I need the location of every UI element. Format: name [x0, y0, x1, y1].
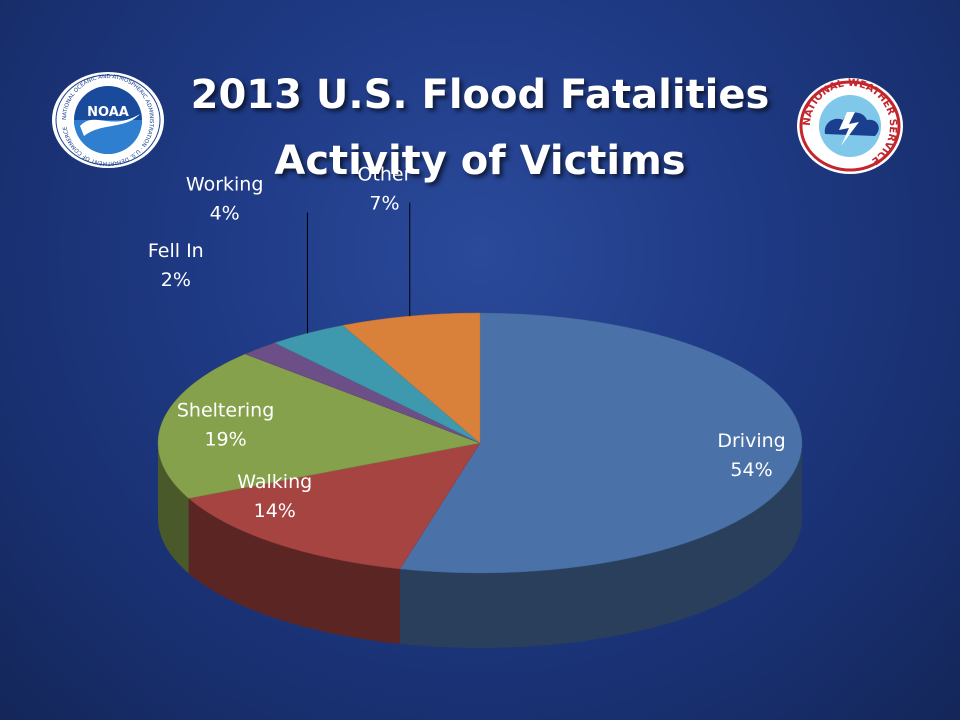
- slice-value-driving: 54%: [730, 459, 772, 481]
- slice-value-working: 4%: [210, 203, 240, 225]
- slice-value-other: 7%: [369, 192, 399, 214]
- slice-label-walking: Walking: [237, 471, 312, 493]
- slice-value-walking: 14%: [254, 500, 296, 522]
- slice-value-fell-in: 2%: [161, 269, 191, 291]
- pie-side-driving: [399, 443, 802, 649]
- slice-label-sheltering: Sheltering: [177, 400, 274, 422]
- pie-slice-driving: [399, 312, 803, 574]
- noaa-logo: NOAA NATIONAL OCEANIC AND ATMOSPHERIC AD…: [52, 72, 164, 168]
- chart-title: 2013 U.S. Flood Fatalities: [190, 72, 770, 118]
- pie-side-sheltering: [158, 443, 189, 574]
- pie-slice-sheltering: [157, 353, 481, 499]
- pie-slice-walking: [188, 442, 481, 570]
- pie-side-walking: [188, 498, 400, 644]
- slice-label-driving: Driving: [717, 430, 785, 452]
- slice-label-fell-in: Fell In: [148, 240, 204, 262]
- slice-label-working: Working: [186, 174, 264, 196]
- chart-subtitle: Activity of Victims: [274, 138, 686, 184]
- svg-text:NOAA: NOAA: [87, 105, 129, 120]
- slice-value-sheltering: 19%: [204, 429, 246, 451]
- slice-label-other: Other: [357, 163, 411, 185]
- nws-logo: NATIONAL WEATHER SERVICE: [797, 78, 903, 174]
